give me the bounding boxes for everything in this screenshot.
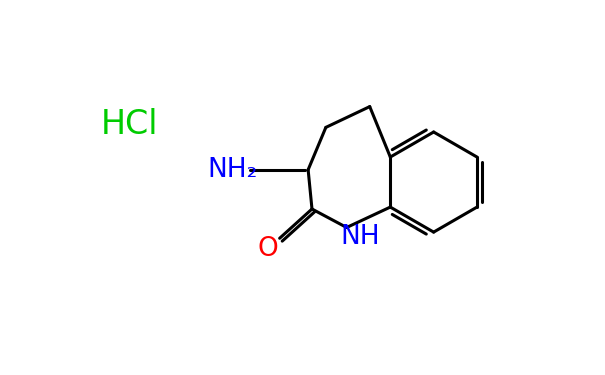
Text: O: O [258, 236, 278, 262]
Text: HCl: HCl [101, 108, 159, 141]
Text: NH₂: NH₂ [208, 157, 258, 183]
Text: NH: NH [341, 225, 381, 251]
